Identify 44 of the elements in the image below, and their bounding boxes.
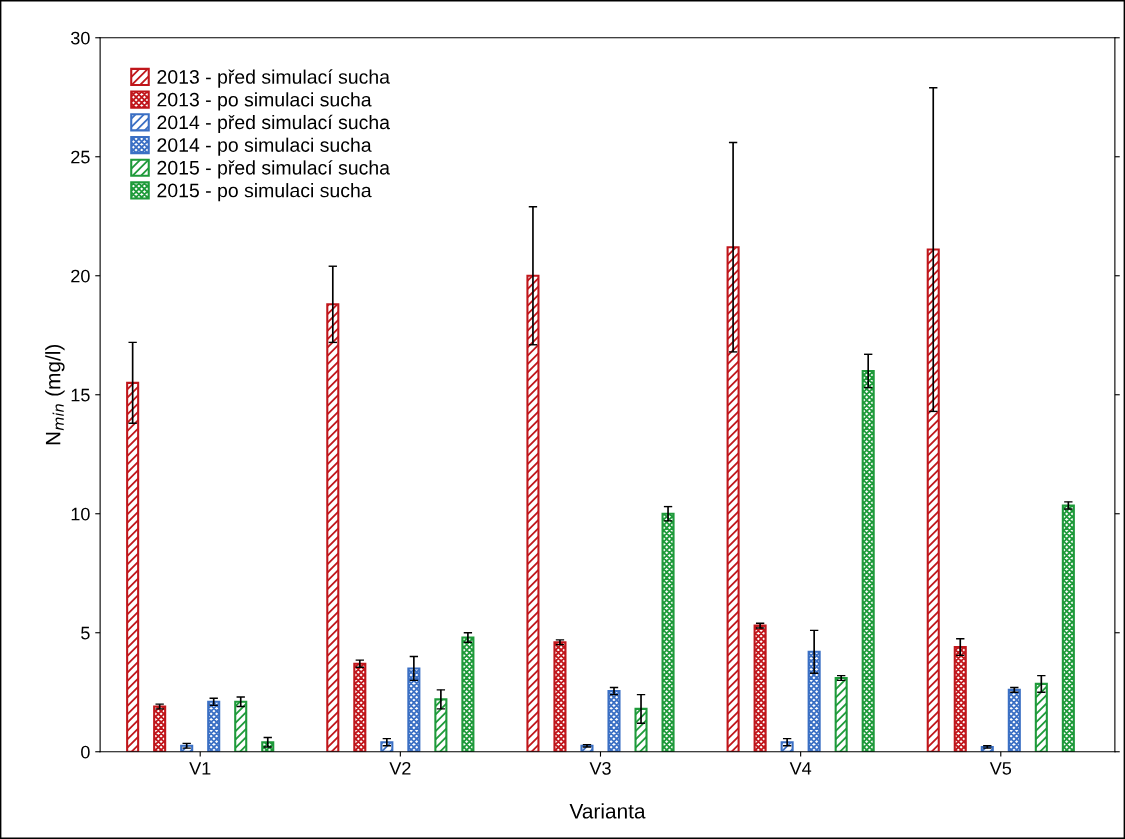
bar	[834, 676, 848, 752]
bar	[553, 641, 567, 752]
bar	[634, 707, 648, 752]
legend-label: 2013 - před simulací sucha	[157, 69, 390, 88]
y-tick-label: 30	[71, 31, 90, 45]
bar	[153, 705, 167, 752]
x-tick-label: V2	[389, 761, 411, 775]
x-tick-label: V4	[789, 762, 812, 775]
y-axis-title: N$_{min}$ (mg/l)	[45, 344, 65, 445]
x-tick-label: V3	[589, 761, 611, 775]
bar	[861, 369, 875, 752]
y-tick-label: 15	[71, 388, 90, 402]
bar	[661, 512, 675, 752]
y-tick-label: 5	[81, 626, 90, 640]
bar	[807, 650, 821, 752]
bar	[434, 698, 448, 752]
legend-label: 2014 - před simulací sucha	[157, 114, 390, 134]
bar	[461, 636, 475, 752]
bar	[726, 246, 740, 752]
legend-label: 2015 - před simulací sucha	[157, 160, 390, 179]
x-tick-label: V5	[989, 762, 1012, 775]
y-tick-label: 10	[71, 507, 90, 521]
bar	[207, 700, 221, 752]
bar	[1007, 688, 1021, 752]
bar	[926, 248, 940, 752]
bar	[526, 274, 540, 752]
x-tick-label: V1	[189, 762, 211, 775]
bar	[234, 700, 248, 752]
y-tick-label: 25	[71, 150, 90, 164]
bar	[407, 667, 421, 752]
bar	[607, 690, 621, 752]
y-tick-label: 0	[81, 745, 90, 759]
legend-label: 2014 - po simulaci sucha	[157, 137, 372, 156]
x-axis-title: Varianta	[569, 803, 646, 819]
bar	[353, 662, 367, 752]
bar	[953, 645, 967, 752]
bar	[753, 624, 767, 752]
bar	[126, 381, 140, 752]
y-tick-label: 20	[71, 269, 90, 283]
legend-label: 2015 - po simulaci sucha	[157, 183, 372, 202]
legend-label: 2013 - po simulaci sucha	[157, 92, 372, 111]
bar	[1034, 682, 1048, 752]
bar	[1061, 504, 1075, 752]
bar	[326, 303, 340, 752]
